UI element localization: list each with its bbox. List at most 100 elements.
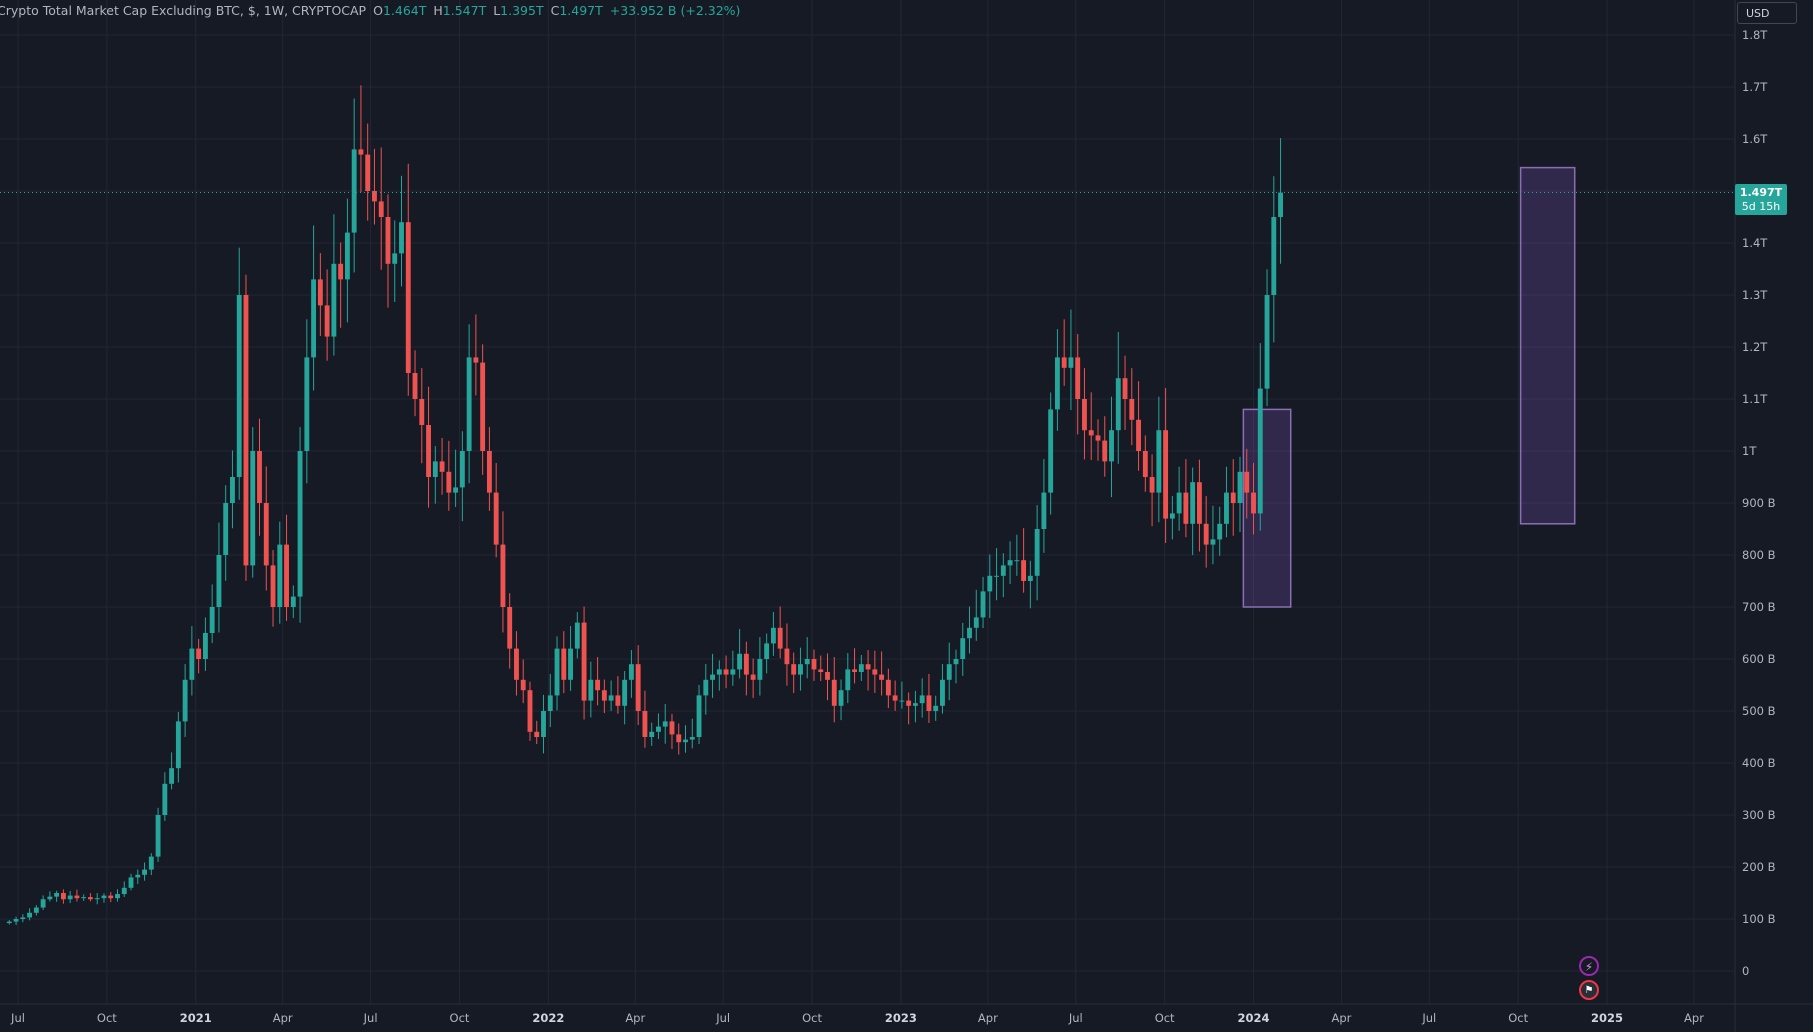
candle[interactable] [1068,309,1074,411]
candle[interactable] [1183,459,1189,538]
candle[interactable] [642,690,648,748]
candle[interactable] [743,641,749,696]
candle[interactable] [987,554,993,618]
candle[interactable] [324,269,330,361]
candle[interactable] [311,225,317,391]
candle[interactable] [426,386,431,508]
candle[interactable] [74,889,80,902]
candle[interactable] [358,85,364,193]
candle[interactable] [689,718,695,749]
time-axis[interactable]: Jul Oct 2021 Apr Jul Oct 2022 Apr Jul Oct 2023 Apr J… [0,1003,1813,1025]
candle[interactable] [135,869,141,884]
candle[interactable] [588,661,594,718]
candle[interactable] [128,873,134,891]
candle[interactable] [1203,496,1209,568]
candle[interactable] [919,678,925,718]
candle[interactable] [554,636,560,711]
candle[interactable] [297,427,303,623]
candle[interactable] [405,163,411,396]
candle[interactable] [243,274,249,581]
candle[interactable] [858,654,864,681]
candle[interactable] [696,684,702,745]
candle[interactable] [1230,459,1236,536]
candle[interactable] [980,576,986,629]
candle[interactable] [27,908,33,921]
candle[interactable] [263,466,269,591]
candle[interactable] [777,606,783,659]
candle[interactable] [885,668,891,709]
candle[interactable] [1237,456,1243,533]
candle[interactable] [541,694,546,754]
candle[interactable] [595,657,601,706]
candle[interactable] [1007,541,1013,585]
candle[interactable] [912,690,918,723]
candle[interactable] [385,194,391,308]
candle[interactable] [1217,506,1223,556]
candle[interactable] [865,650,871,691]
candle[interactable] [365,123,371,221]
candle[interactable] [520,659,526,704]
candle[interactable] [649,722,655,746]
candle[interactable] [331,214,337,356]
candle[interactable] [723,655,729,689]
candle[interactable] [6,920,12,925]
candle[interactable] [1122,355,1128,430]
candle[interactable] [872,650,878,693]
candle[interactable] [838,679,844,721]
highlight-box[interactable] [1519,166,1576,525]
candle[interactable] [250,427,256,578]
candle[interactable] [608,680,614,711]
candle[interactable] [940,664,945,714]
candle[interactable] [1082,368,1087,460]
candle[interactable] [960,622,966,676]
candle[interactable] [1000,553,1006,598]
candle[interactable] [419,368,425,464]
candle[interactable] [182,664,188,737]
candle[interactable] [439,437,445,495]
candle[interactable] [622,671,628,725]
candle[interactable] [953,649,959,684]
candle[interactable] [33,905,39,916]
candle[interactable] [1210,505,1216,565]
candle[interactable] [1054,329,1060,431]
candle[interactable] [480,344,486,475]
candle[interactable] [304,319,310,484]
candle[interactable] [1048,392,1054,515]
candle[interactable] [534,720,540,745]
candle[interactable] [216,522,222,633]
candle[interactable] [20,914,26,923]
candle[interactable] [770,612,776,656]
candle[interactable] [791,652,797,693]
candle[interactable] [1264,269,1270,407]
candle[interactable] [581,606,587,720]
candle[interactable] [169,752,175,790]
candle[interactable] [994,548,999,601]
candle[interactable] [798,647,803,691]
candle[interactable] [412,350,418,417]
candle[interactable] [710,653,715,698]
candle[interactable] [1075,334,1081,435]
candle[interactable] [453,449,459,507]
candle[interactable] [730,650,736,686]
candle[interactable] [737,629,743,679]
candle[interactable] [1278,138,1283,264]
candle[interactable] [662,703,668,744]
candle[interactable] [466,324,472,484]
candle[interactable] [825,653,830,701]
candle[interactable] [973,589,979,641]
candle[interactable] [162,772,168,821]
candle[interactable] [81,894,87,901]
candle[interactable] [1041,459,1047,553]
candle[interactable] [209,584,215,644]
candle[interactable] [1088,392,1094,461]
candle[interactable] [230,450,235,529]
candle[interactable] [108,892,114,903]
candle[interactable] [716,660,722,691]
candle[interactable] [669,713,675,750]
candle[interactable] [811,649,817,681]
candle[interactable] [1021,528,1027,593]
candle[interactable] [1257,343,1263,531]
candle[interactable] [1115,331,1121,464]
candle[interactable] [101,893,107,903]
candle[interactable] [547,673,553,728]
